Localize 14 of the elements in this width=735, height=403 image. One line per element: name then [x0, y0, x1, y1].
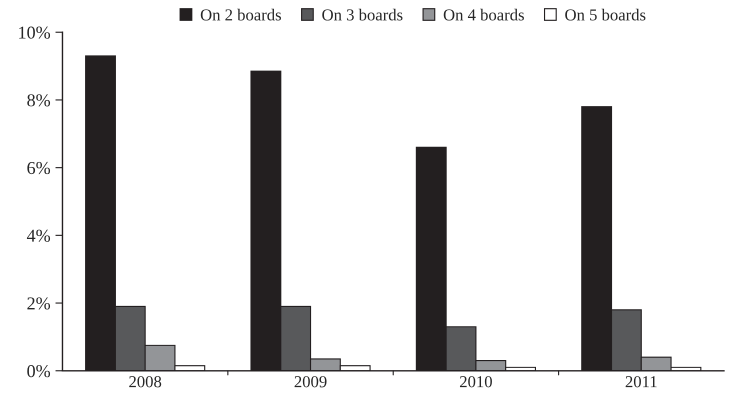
legend-label: On 5 boards [565, 8, 646, 21]
x-tick-label: 2009 [294, 376, 327, 388]
legend-label: On 3 boards [322, 8, 402, 21]
x-tick-label: 2010 [460, 376, 492, 388]
y-tick-label: 4% [26, 230, 50, 242]
y-tick-label: 2% [27, 297, 50, 310]
y-tick-label: 0% [27, 365, 50, 378]
legend-label: On 4 boards [444, 8, 524, 21]
y-tick-label: 8% [27, 94, 50, 106]
x-tick-label: 2011 [626, 376, 657, 388]
y-tick-label: 6% [27, 162, 50, 174]
x-tick-label: 2008 [129, 376, 162, 388]
y-tick-label: 10% [19, 26, 50, 39]
legend-label: On 2 boards [200, 8, 281, 21]
